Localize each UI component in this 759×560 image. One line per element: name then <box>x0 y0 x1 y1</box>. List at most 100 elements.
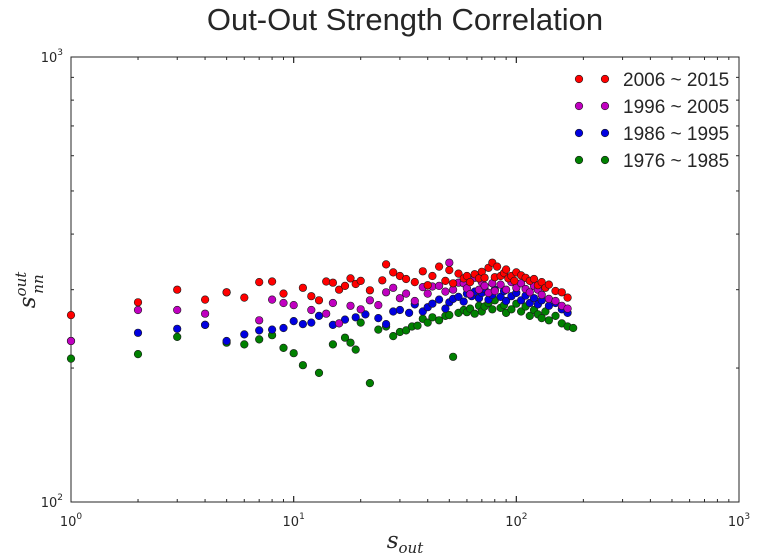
data-point <box>66 336 76 346</box>
legend-marker <box>600 128 610 138</box>
data-point <box>365 296 375 305</box>
data-point <box>557 288 566 297</box>
data-point <box>435 295 444 304</box>
legend-label: 1976 ~ 1985 <box>623 151 729 172</box>
data-point <box>279 323 288 333</box>
data-point <box>502 265 511 274</box>
data-point <box>502 296 511 306</box>
data-point <box>356 305 365 314</box>
legend: 2006 ~ 2015 1996 ~ 2005 1986 ~ 1995 1976 ~ … <box>574 70 729 172</box>
data-point <box>365 379 375 388</box>
data-point <box>133 298 143 307</box>
data-point <box>537 290 546 300</box>
data-point <box>340 315 350 324</box>
data-point <box>569 323 578 333</box>
x-axis-label-sub: out <box>399 539 425 557</box>
x-tick-label-exp: 0 <box>76 512 82 522</box>
y-tick-label-exp: 2 <box>57 493 63 503</box>
data-point <box>525 311 534 321</box>
data-point <box>395 294 405 303</box>
data-point <box>346 274 355 283</box>
data-point <box>544 316 554 325</box>
legend-marker <box>574 128 584 138</box>
data-point <box>410 296 419 306</box>
x-tick-label: 102 <box>505 512 527 530</box>
data-point <box>289 317 298 326</box>
data-point <box>255 335 264 344</box>
data-point <box>445 258 454 267</box>
legend-label: 1996 ~ 2005 <box>623 97 729 118</box>
data-point <box>173 285 182 294</box>
data-point <box>374 301 383 310</box>
data-point <box>374 314 383 323</box>
data-point <box>328 278 338 287</box>
data-point <box>201 320 210 330</box>
data-point <box>240 293 249 302</box>
data-point <box>382 260 391 269</box>
data-point <box>389 332 398 341</box>
y-axis-label-base: s <box>15 296 41 308</box>
data-point <box>307 318 316 327</box>
data-point <box>551 296 560 306</box>
data-point <box>480 281 489 291</box>
data-point <box>490 286 499 296</box>
data-point <box>361 310 370 319</box>
data-point <box>201 295 210 304</box>
data-point <box>563 304 572 313</box>
data-point <box>389 283 398 292</box>
data-point <box>378 276 387 285</box>
data-point <box>423 281 432 290</box>
data-point <box>298 361 308 370</box>
data-point <box>335 285 344 294</box>
data-point <box>418 267 427 276</box>
x-tick-label-base: 10 <box>60 515 77 530</box>
data-point <box>402 274 411 284</box>
data-point <box>66 311 76 320</box>
y-tick-label-base: 10 <box>41 51 58 66</box>
data-point <box>346 338 355 347</box>
x-tick-label: 100 <box>60 512 83 530</box>
legend-marker <box>600 74 610 84</box>
data-point <box>365 286 375 295</box>
data-point <box>544 280 554 289</box>
data-point <box>255 278 264 287</box>
y-tick-label: 103 <box>41 48 63 66</box>
data-point <box>445 311 454 320</box>
data-point <box>268 277 277 286</box>
data-point <box>493 262 502 271</box>
data-point <box>289 301 298 310</box>
data-point <box>488 305 497 314</box>
data-point <box>279 298 288 308</box>
data-point <box>510 276 519 286</box>
data-point <box>173 305 182 315</box>
x-axis-label: sout <box>387 528 425 557</box>
data-point <box>382 288 391 297</box>
data-point <box>428 271 437 281</box>
data-point <box>328 340 338 349</box>
x-tick-label-base: 10 <box>728 515 745 530</box>
data-point <box>402 289 411 298</box>
data-point <box>268 325 277 334</box>
y-axis-label-sup: out <box>12 271 30 297</box>
data-point <box>507 305 516 314</box>
data-point <box>466 304 475 313</box>
data-point <box>133 328 143 337</box>
data-point <box>351 313 360 322</box>
data-point <box>402 326 411 335</box>
legend-marker <box>574 155 584 165</box>
y-tick-label-exp: 3 <box>57 48 63 58</box>
data-point <box>374 325 383 334</box>
data-point <box>410 278 419 287</box>
data-points <box>66 258 578 388</box>
data-point <box>537 278 546 287</box>
data-point <box>435 316 444 325</box>
x-tick-label-base: 10 <box>283 515 300 530</box>
data-point <box>314 296 324 305</box>
data-point <box>496 280 505 289</box>
data-point <box>454 292 463 302</box>
x-tick-label-exp: 1 <box>299 512 305 522</box>
data-point <box>240 340 249 349</box>
x-tick-label-exp: 2 <box>522 512 528 522</box>
x-axis-label-base: s <box>387 528 399 554</box>
